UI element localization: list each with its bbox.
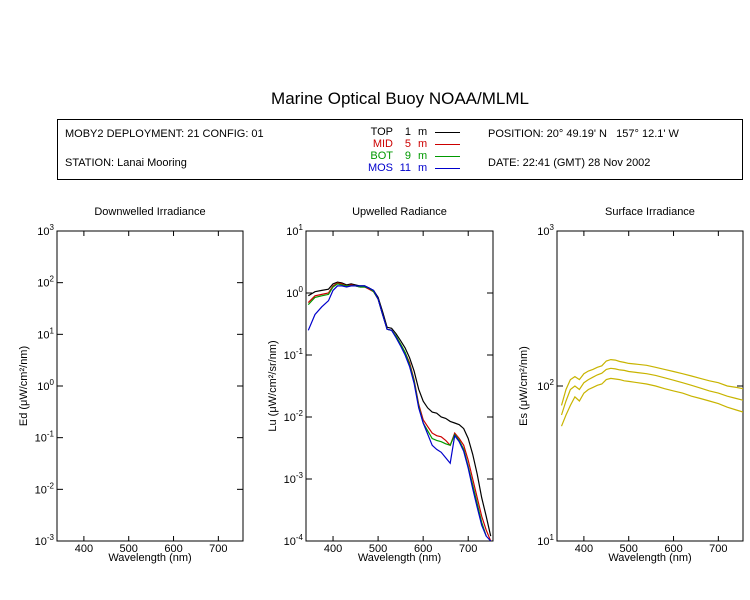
legend-depth: 1 [404, 126, 411, 138]
legend-swatch [435, 156, 460, 157]
y-tick-label: 10-1 [35, 430, 55, 445]
y-tick-label: 103 [37, 223, 54, 238]
y-tick-label: 10-2 [35, 481, 55, 496]
chart-title: Upwelled Radiance [352, 206, 447, 218]
series-line-top [307, 281, 492, 537]
x-tick-label: 400 [324, 543, 342, 555]
x-tick-label: 700 [709, 543, 727, 555]
legend-depth: 9 [404, 150, 411, 162]
legend-swatch [435, 168, 460, 169]
x-tick-label: 500 [369, 543, 387, 555]
y-tick-label: 101 [537, 533, 554, 548]
date-text: DATE: 22:41 (GMT) 28 Nov 2002 [488, 157, 651, 169]
y-tick-label: 100 [37, 378, 54, 393]
chart-title: Downwelled Irradiance [94, 206, 205, 218]
x-tick-label: 600 [164, 543, 182, 555]
y-tick-label: 100 [286, 285, 303, 300]
legend-unit: m [418, 150, 428, 162]
x-tick-label: 500 [120, 543, 138, 555]
x-tick-label: 500 [620, 543, 638, 555]
y-tick-label: 101 [286, 223, 303, 238]
plot-frame [56, 230, 244, 542]
y-tick-label: 102 [537, 378, 554, 393]
deployment-text: MOBY2 DEPLOYMENT: 21 CONFIG: 01 [65, 128, 264, 140]
y-tick-label: 101 [37, 326, 54, 341]
legend-depth: 11 [399, 162, 411, 174]
y-tick-label: 10-4 [284, 533, 304, 548]
chart-title: Surface Irradiance [605, 206, 695, 218]
plot-frame [305, 230, 494, 542]
y-axis-label: Es (μW/cm²/nm) [518, 346, 530, 426]
series-line-mid [307, 282, 492, 541]
y-tick-label: 10-2 [284, 409, 304, 424]
y-axis-label: Ed (μW/cm²/nm) [18, 346, 30, 426]
x-axis-label: Wavelength (nm) [358, 552, 441, 564]
legend-swatch [435, 132, 460, 133]
series-line-es-2 [560, 377, 743, 427]
x-tick-label: 700 [209, 543, 227, 555]
info-box: MOBY2 DEPLOYMENT: 21 CONFIG: 01 STATION:… [57, 119, 743, 180]
legend-name: MOS [367, 162, 393, 174]
legend-swatch [435, 144, 460, 145]
legend-name: BOT [370, 150, 393, 162]
x-tick-label: 400 [75, 543, 93, 555]
page-title: Marine Optical Buoy NOAA/MLML [271, 89, 529, 108]
legend-depth: 5 [404, 138, 411, 150]
y-tick-label: 102 [37, 275, 54, 290]
y-tick-label: 10-3 [284, 471, 304, 486]
y-axis-label: Lu (μW/cm²/sr/nm) [267, 340, 279, 431]
series-line-es-1 [560, 367, 743, 416]
legend-name: MID [372, 138, 393, 150]
x-axis-label: Wavelength (nm) [608, 552, 691, 564]
x-axis-label: Wavelength (nm) [108, 552, 191, 564]
legend-unit: m [418, 162, 428, 174]
x-tick-label: 400 [575, 543, 593, 555]
x-tick-label: 600 [664, 543, 682, 555]
legend-unit: m [418, 138, 428, 150]
legend-unit: m [418, 126, 428, 138]
y-tick-label: 10-1 [284, 347, 304, 362]
position-text: POSITION: 20° 49.19' N 157° 12.1' W [488, 128, 679, 140]
x-tick-label: 700 [459, 543, 477, 555]
y-tick-label: 103 [537, 223, 554, 238]
y-tick-label: 10-3 [35, 533, 55, 548]
plot-frame [556, 230, 744, 542]
station-text: STATION: Lanai Mooring [65, 157, 187, 169]
series-line-es-0 [560, 358, 743, 406]
series-line-bot [307, 283, 487, 537]
legend-name: TOP [370, 126, 393, 138]
x-tick-label: 600 [414, 543, 432, 555]
series-line-mos [307, 285, 492, 541]
